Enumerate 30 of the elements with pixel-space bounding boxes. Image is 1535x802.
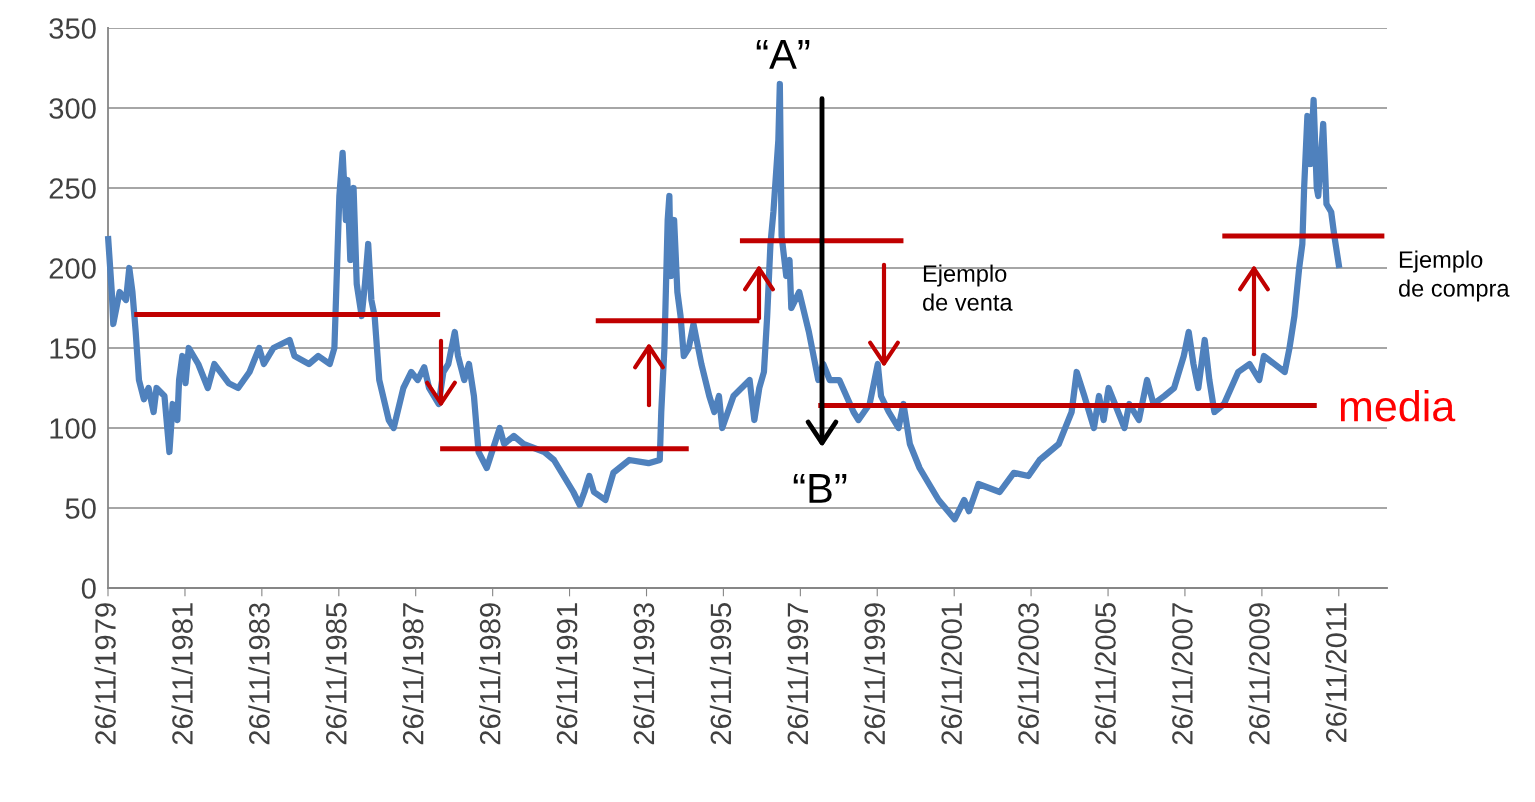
- x-tick-label: 26/11/1999: [863, 603, 886, 745]
- x-tick-label: 26/11/1979: [94, 603, 116, 745]
- annotation: media: [1340, 389, 1456, 422]
- text: Ejemplo de compra: [1398, 250, 1510, 302]
- x-tick-label: 26/11/2011: [1325, 603, 1347, 743]
- annotation: “A”: [756, 40, 810, 69]
- y-tick-label: 0: [81, 578, 96, 599]
- x-tick-label: 26/11/1987: [402, 603, 424, 745]
- x-tick-label: 26/11/1993: [632, 603, 655, 745]
- annotation: Ejemplo de venta: [922, 264, 1013, 311]
- y-tick-label: 250: [49, 178, 96, 199]
- x-tick-label: 26/11/1997: [786, 603, 809, 745]
- y-tick-label: 100: [50, 418, 96, 439]
- x-tick-label: 26/11/1985: [325, 603, 347, 745]
- annotation: “B”: [793, 474, 847, 503]
- x-tick-label: 26/11/1989: [479, 603, 501, 745]
- x-tick-label: 26/11/2005: [1094, 603, 1116, 745]
- x-tick-label: 26/11/1981: [171, 603, 193, 745]
- x-tick-label: 26/11/2007: [1171, 603, 1193, 745]
- x-tick-label: 26/11/2003: [1017, 603, 1039, 745]
- y-tick-label: 350: [49, 18, 96, 39]
- x-tick-label: 26/11/1991: [555, 603, 578, 745]
- x-tick-label: 26/11/1983: [248, 603, 270, 745]
- y-tick-label: 50: [65, 498, 96, 519]
- y-tick-label: 150: [50, 338, 96, 359]
- x-tick-label: 26/11/2009: [1248, 603, 1270, 745]
- x-tick-label: 26/11/2001: [940, 603, 963, 745]
- y-tick-label: 300: [49, 98, 96, 119]
- y-tick-label: 200: [49, 258, 96, 279]
- x-tick-label: 26/11/1995: [709, 603, 732, 745]
